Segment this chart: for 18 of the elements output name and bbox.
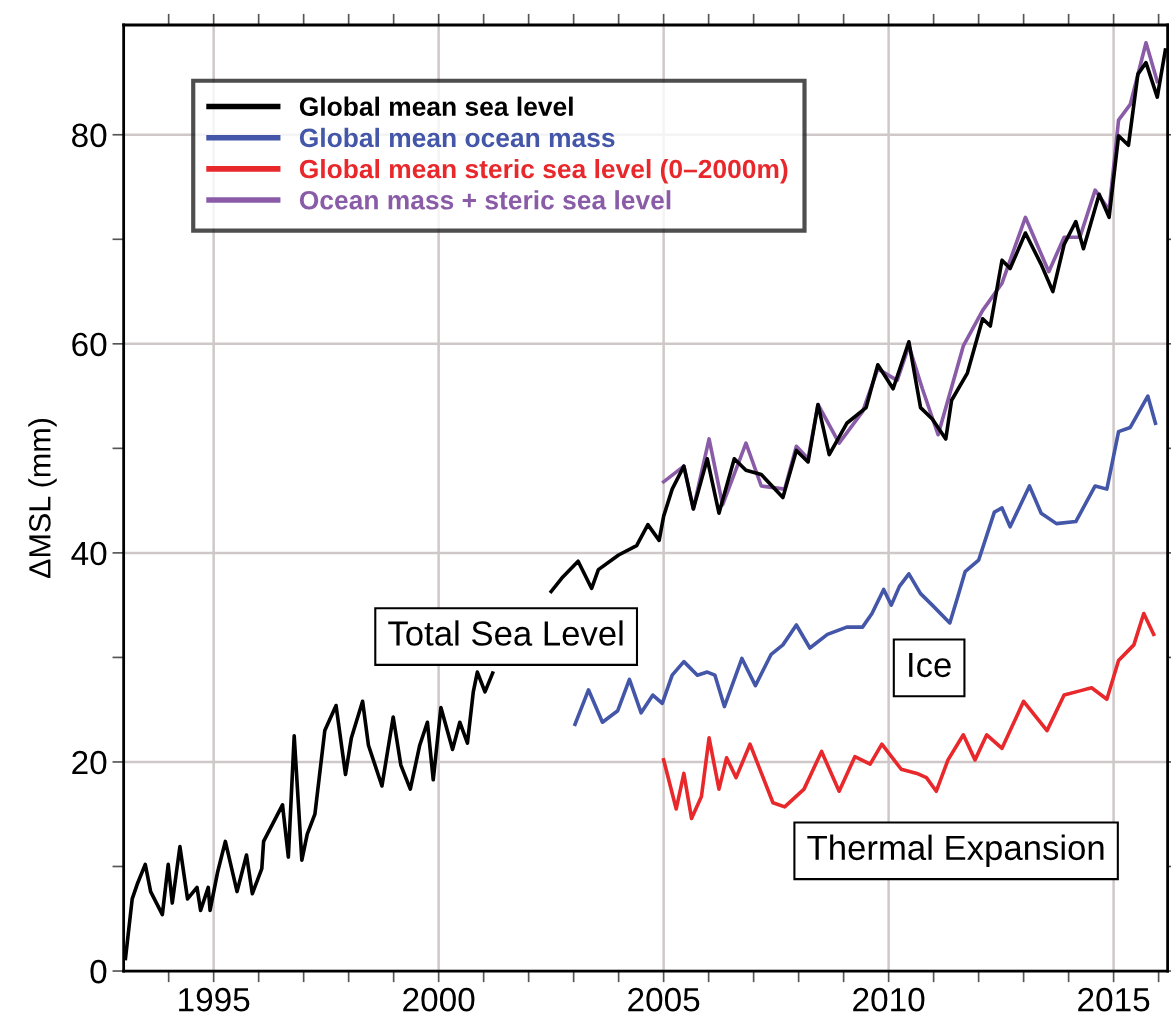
y-tick-label: 60 [72, 332, 107, 357]
legend-label: Ocean mass + steric sea level [299, 190, 671, 210]
legend-label: Global mean ocean mass [299, 127, 615, 148]
x-tick-label: 1995 [179, 987, 250, 1012]
y-tick-label: 40 [71, 541, 107, 566]
x-tick-label: 2000 [403, 987, 475, 1012]
legend-label: Global mean steric sea level (0–2000m) [299, 158, 788, 184]
y-tick-label: 80 [72, 123, 107, 148]
legend-label: Global mean sea level [299, 96, 573, 116]
x-tick-label: 2005 [628, 987, 700, 1012]
annotation: Ice [909, 652, 951, 678]
x-tick-label: 2015 [1078, 987, 1150, 1012]
y-tick-label: 20 [72, 750, 107, 775]
y-axis-title: ΔMSL (mm) [28, 418, 57, 579]
annotation: Thermal Expansion [807, 834, 1104, 867]
annotation: Total Sea Level [388, 620, 623, 646]
y-tick-label: 0 [90, 959, 107, 984]
x-tick-label: 2010 [853, 987, 925, 1012]
